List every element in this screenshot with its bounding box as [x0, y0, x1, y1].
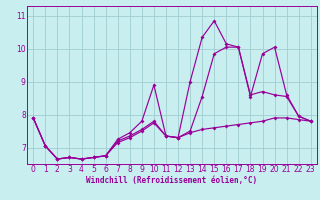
- X-axis label: Windchill (Refroidissement éolien,°C): Windchill (Refroidissement éolien,°C): [86, 176, 258, 185]
